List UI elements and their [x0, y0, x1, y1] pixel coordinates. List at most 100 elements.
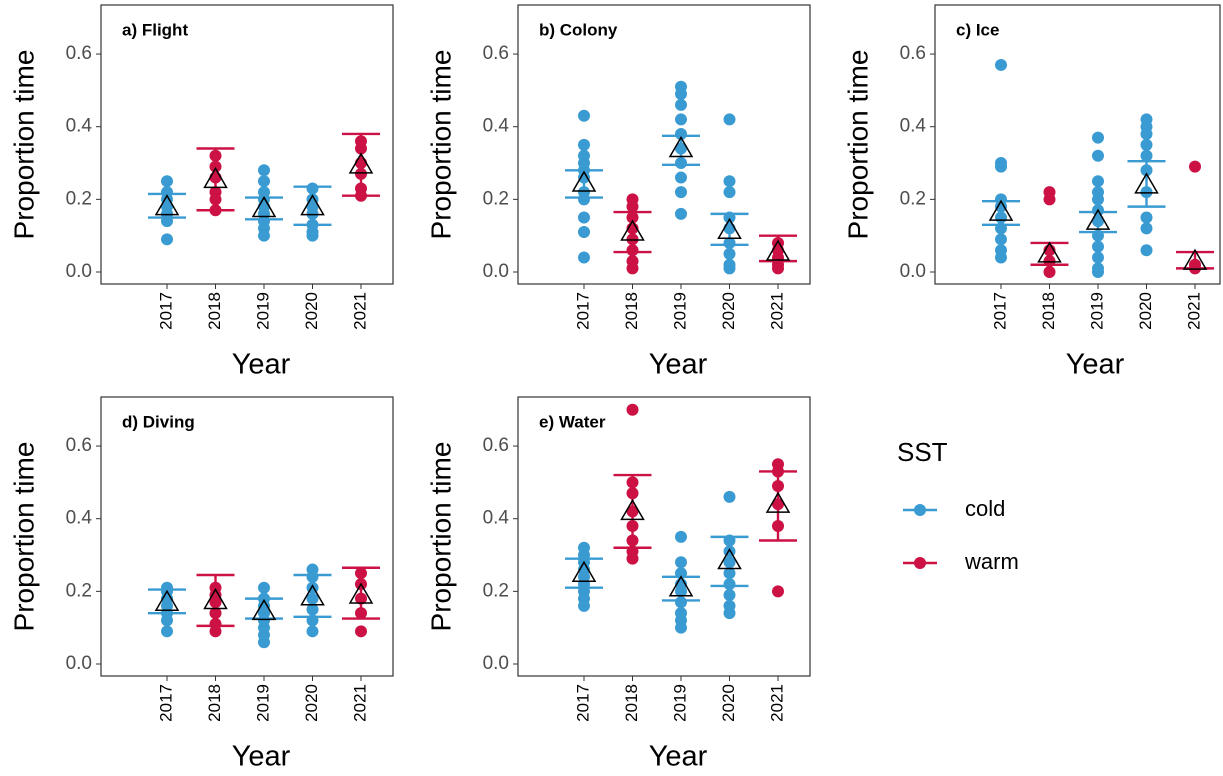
x-tick-label: 2019 [670, 292, 689, 330]
point [995, 200, 1007, 213]
y-tick-label: 0.6 [483, 435, 509, 456]
point [1140, 127, 1153, 140]
point [578, 109, 590, 122]
point [723, 222, 736, 235]
point [675, 567, 687, 580]
point [723, 578, 736, 591]
legend-key-point [914, 557, 926, 569]
point [578, 193, 590, 206]
point [675, 98, 687, 111]
mean-triangle [348, 582, 374, 604]
point [578, 171, 590, 184]
point [306, 625, 319, 638]
point [1092, 193, 1104, 206]
mean-triangle [620, 219, 645, 241]
point [1092, 175, 1104, 188]
mean-triangle [668, 575, 694, 597]
point [306, 614, 319, 627]
point [1140, 164, 1153, 177]
y-tick-label: 0.0 [483, 653, 509, 674]
point [209, 160, 222, 173]
mean-triangle [154, 194, 180, 216]
point [723, 567, 736, 580]
point [355, 592, 367, 605]
panel: c) Ice 0.0 0.2 0.4 0.6 Proportion time Year 201… [842, 4, 1221, 381]
x-tick-label: 2021 [767, 684, 786, 722]
x-tick-label: 2018 [622, 292, 641, 330]
point [772, 498, 784, 511]
x-axis-label: Year [649, 741, 708, 773]
point [1140, 244, 1153, 257]
point [355, 142, 367, 155]
point [723, 175, 736, 188]
point [995, 251, 1007, 264]
point [355, 167, 367, 180]
y-tick-label: 0.4 [483, 508, 510, 529]
mean-triangle [717, 217, 742, 239]
point [723, 490, 736, 503]
x-tick-label: 2021 [1184, 292, 1203, 330]
mean-triangle [203, 587, 228, 610]
y-tick-label: 0.0 [900, 261, 926, 282]
point [995, 58, 1007, 71]
x-tick-label: 2019 [670, 684, 689, 722]
y-tick-label: 0.4 [66, 116, 93, 137]
point [675, 530, 687, 543]
mean-triangle [765, 491, 791, 513]
panel-title: a) Flight [122, 20, 188, 39]
point [626, 262, 639, 275]
x-tick-label: 2017 [573, 292, 592, 330]
point [355, 607, 367, 620]
plot-border [517, 396, 811, 677]
mean-triangle [668, 135, 694, 158]
mean-triangle [154, 589, 180, 612]
point [995, 211, 1007, 224]
point [1092, 240, 1104, 253]
mean-triangle [300, 194, 325, 216]
y-axis-label: Proportion time [425, 50, 456, 240]
panel-title: e) Water [539, 412, 606, 431]
y-tick-label: 0.4 [900, 116, 927, 137]
point [1140, 222, 1153, 235]
x-tick-label: 2017 [156, 292, 175, 330]
point [675, 88, 687, 101]
plot-border [934, 4, 1221, 285]
mean-triangle [1037, 241, 1062, 263]
point [675, 157, 687, 170]
mean-triangle [251, 598, 277, 621]
point [675, 186, 687, 199]
point [772, 585, 784, 598]
point [675, 127, 687, 140]
x-tick-label: 2020 [302, 292, 321, 330]
point [772, 480, 784, 493]
point [995, 160, 1007, 173]
y-tick-label: 0.4 [66, 508, 93, 529]
point [209, 193, 222, 206]
point [161, 175, 173, 188]
mean-triangle [717, 547, 742, 570]
x-tick-label: 2019 [1087, 292, 1106, 330]
point [306, 229, 319, 242]
point [723, 113, 736, 126]
x-tick-label: 2020 [302, 684, 321, 722]
x-tick-label: 2017 [573, 684, 592, 722]
point [675, 142, 687, 155]
x-tick-label: 2021 [350, 292, 369, 330]
y-tick-label: 0.2 [900, 188, 926, 209]
point [626, 200, 639, 213]
legend-label: cold [965, 496, 1005, 521]
point [1092, 229, 1104, 242]
mean-triangle [1085, 208, 1111, 230]
point [675, 585, 687, 598]
point [1092, 215, 1104, 228]
y-tick-label: 0.2 [66, 188, 92, 209]
point [258, 636, 270, 649]
point [161, 614, 173, 627]
point [306, 182, 319, 195]
point [1092, 251, 1104, 264]
point [1092, 266, 1104, 279]
point [578, 599, 590, 612]
point [995, 233, 1007, 246]
point [1140, 211, 1153, 224]
